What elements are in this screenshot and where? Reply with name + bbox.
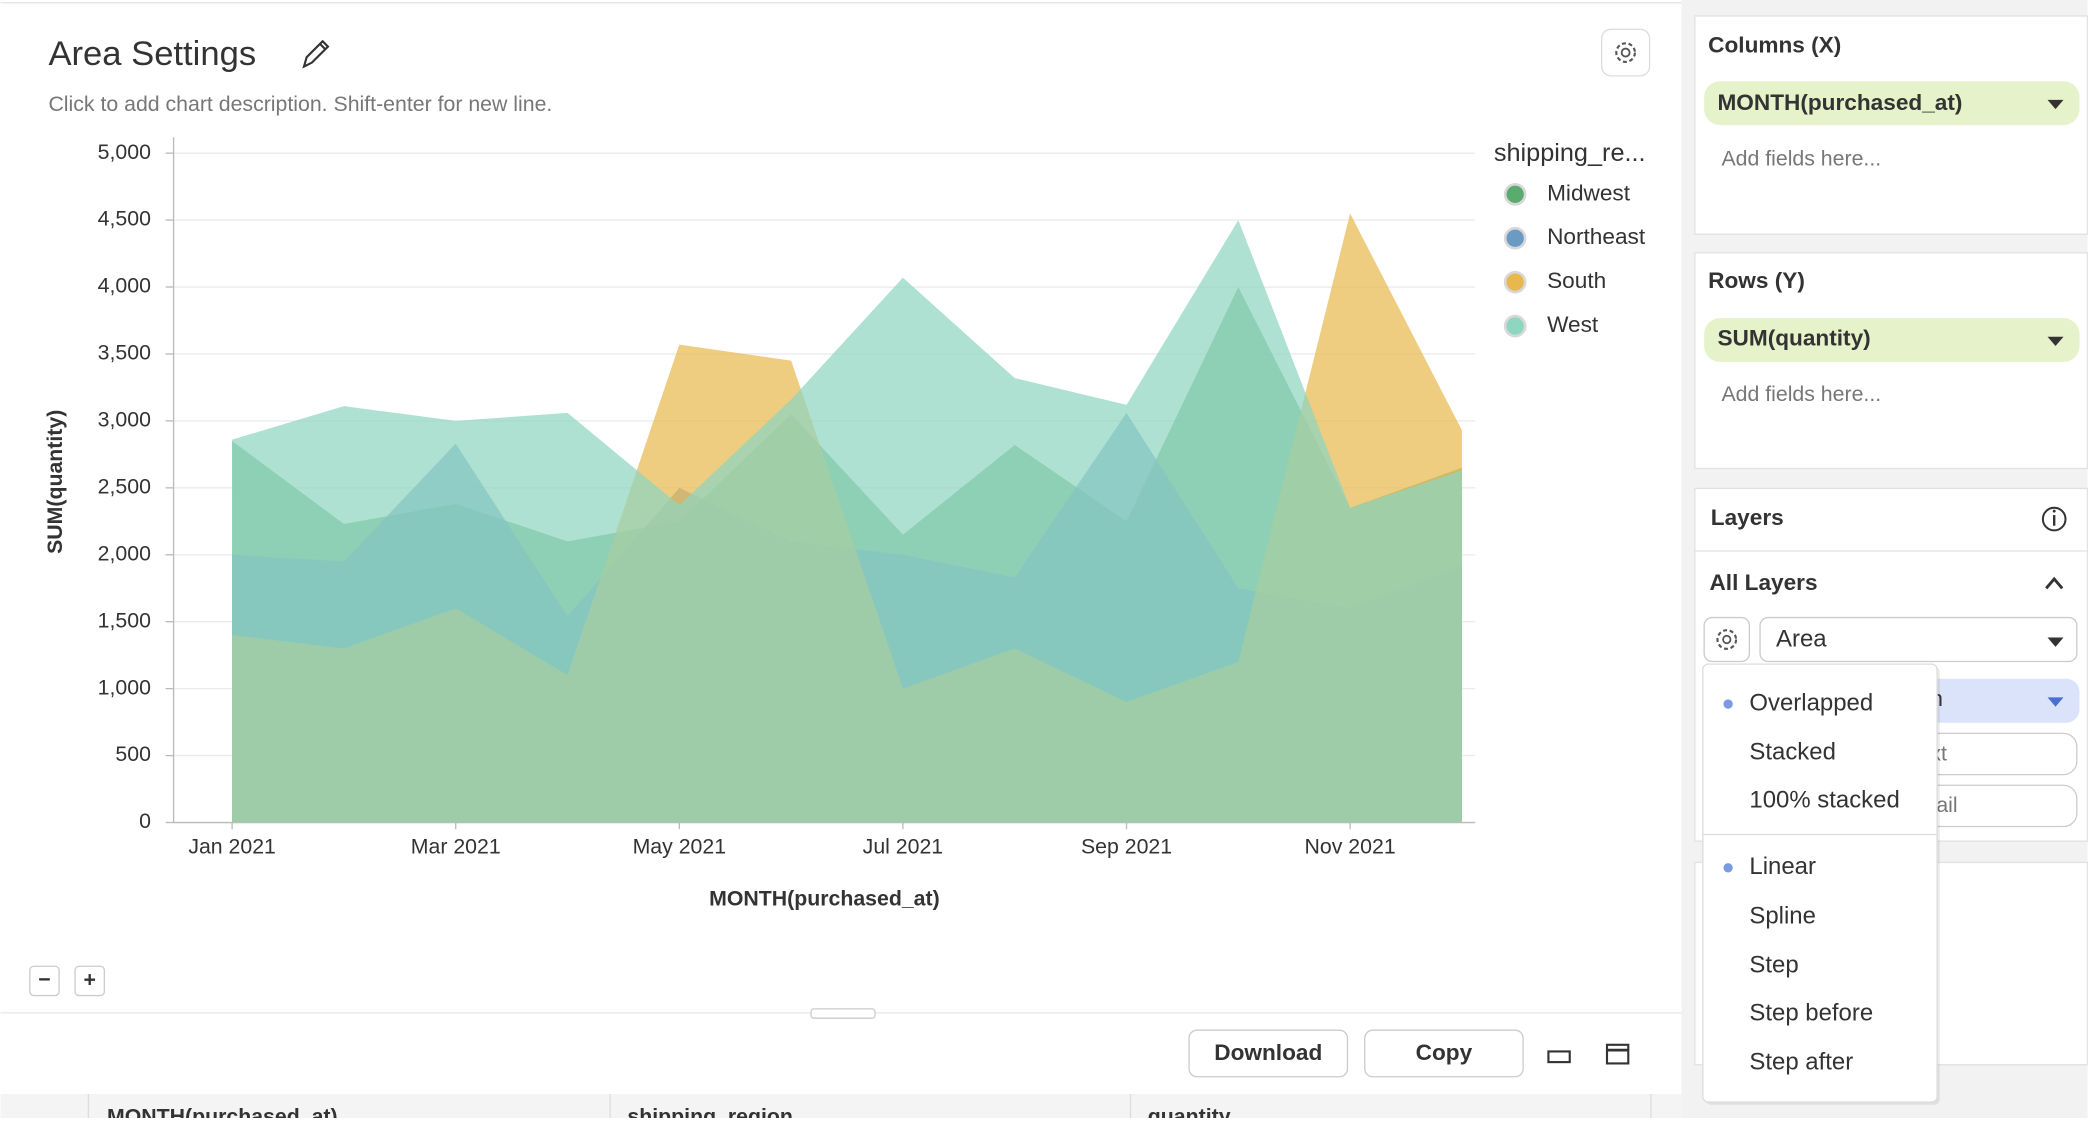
settings-button[interactable] — [1601, 28, 1651, 77]
legend-title: shipping_re... — [1494, 139, 1646, 167]
zoom-in-label: + — [83, 968, 95, 992]
x-tick-label: Jul 2021 — [863, 834, 943, 858]
menu-item[interactable]: Stacked — [1749, 739, 1836, 766]
menu-item[interactable]: Linear — [1749, 853, 1816, 880]
chart: 0 500 1,000 1,500 2,000 2,500 3,000 3,500 4,000 4… — [43, 137, 1646, 910]
legend-swatch — [1503, 270, 1527, 294]
menu-item[interactable]: Overlapped — [1749, 689, 1873, 716]
y-tick-label: 1,500 — [98, 608, 151, 632]
column-header[interactable]: quantity — [1148, 1105, 1231, 1123]
zoom-in[interactable]: + — [74, 965, 106, 997]
x-tick-label: Jan 2021 — [188, 834, 276, 858]
mark-type: Area — [1776, 626, 1827, 653]
zoom-out[interactable]: − — [29, 965, 60, 997]
menu-item[interactable]: Step after — [1749, 1049, 1853, 1076]
column-header[interactable]: shipping_region — [627, 1105, 793, 1123]
all-layers[interactable]: All Layers — [1709, 570, 1817, 595]
download-label: Download — [1214, 1040, 1322, 1065]
y-tick-label: 4,000 — [98, 274, 151, 298]
color-pill[interactable]: n — [1917, 678, 2080, 723]
x-tick-label: Nov 2021 — [1305, 834, 1396, 858]
edit-icon[interactable] — [302, 39, 330, 69]
y-tick-label: 2,000 — [98, 541, 151, 565]
columns-placeholder[interactable]: Add fields here... — [1721, 146, 1881, 170]
chart-title[interactable]: Area Settings — [48, 35, 256, 73]
layer-settings[interactable] — [1703, 616, 1751, 663]
legend-swatch — [1503, 226, 1527, 250]
y-tick-label: 2,500 — [98, 474, 151, 498]
x-tick-label: Sep 2021 — [1081, 834, 1172, 858]
dropdown-menu: Overlapped Stacked 100% stacked Linear S… — [1702, 663, 1940, 1105]
download-button[interactable]: Download — [1188, 1029, 1349, 1078]
legend-label[interactable]: Northeast — [1547, 224, 1646, 249]
collapse-caret[interactable] — [2045, 576, 2064, 590]
y-tick-label: 500 — [115, 742, 151, 766]
y-tick-label: 0 — [139, 809, 151, 833]
legend-swatch — [1503, 314, 1527, 338]
zoom-out-label: − — [38, 968, 50, 992]
column-pill[interactable]: MONTH(purchased_at) — [1704, 81, 2080, 126]
collapse-icon[interactable] — [1547, 1050, 1571, 1064]
chart-description[interactable]: Click to add chart description. Shift-en… — [48, 92, 552, 116]
expand-icon[interactable] — [1605, 1043, 1630, 1065]
legend-swatch — [1503, 183, 1527, 206]
y-tick-label: 3,500 — [98, 341, 151, 365]
table-header — [0, 1094, 1682, 1118]
copy-button[interactable]: Copy — [1364, 1029, 1524, 1078]
row-field: SUM(quantity) — [1717, 325, 1870, 350]
column-field: MONTH(purchased_at) — [1717, 90, 1962, 115]
rows-title: Rows (Y) — [1708, 268, 1805, 293]
menu-item[interactable]: Step — [1749, 952, 1798, 979]
y-axis-title: SUM(quantity) — [43, 410, 67, 554]
columns-title: Columns (X) — [1708, 33, 1841, 58]
legend-label[interactable]: Midwest — [1547, 180, 1631, 205]
legend-label[interactable]: South — [1547, 268, 1606, 293]
menu-item[interactable]: 100% stacked — [1749, 787, 1899, 814]
y-tick-label: 3,000 — [98, 408, 151, 432]
legend-label[interactable]: West — [1547, 312, 1599, 337]
layers-title: Layers — [1711, 505, 1784, 530]
y-tick-label: 1,000 — [98, 675, 151, 699]
resize-handle[interactable] — [810, 1008, 876, 1019]
rows-placeholder[interactable]: Add fields here... — [1721, 382, 1881, 406]
y-tick-label: 5,000 — [98, 140, 151, 164]
mark-type-select[interactable]: Area — [1759, 616, 2078, 663]
y-tick-label: 4,500 — [98, 207, 151, 231]
menu-item[interactable]: Spline — [1749, 902, 1816, 929]
row-pill[interactable]: SUM(quantity) — [1704, 318, 2080, 363]
x-tick-label: Mar 2021 — [411, 834, 501, 858]
menu-item[interactable]: Step before — [1749, 1000, 1873, 1027]
info-icon[interactable] — [2041, 506, 2067, 532]
column-header[interactable]: MONTH(purchased_at) — [107, 1105, 338, 1123]
area — [232, 220, 1462, 823]
copy-label: Copy — [1416, 1040, 1473, 1065]
x-tick-label: May 2021 — [633, 834, 726, 858]
x-axis-title: MONTH(purchased_at) — [709, 886, 940, 910]
